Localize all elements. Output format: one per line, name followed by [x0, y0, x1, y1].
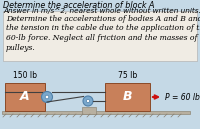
- Text: Determine the accelerations of bodies A and B and: Determine the accelerations of bodies A …: [6, 15, 200, 23]
- Text: the tension in the cable due to the application of the: the tension in the cable due to the appl…: [6, 25, 200, 33]
- Bar: [82, 107, 96, 114]
- Circle shape: [86, 99, 90, 103]
- Text: pulleys.: pulleys.: [6, 43, 36, 51]
- Circle shape: [45, 95, 49, 99]
- Circle shape: [42, 91, 52, 103]
- Text: Determine the acceleration of block A: Determine the acceleration of block A: [3, 1, 154, 10]
- Bar: [5, 83, 45, 111]
- Text: 150 lb: 150 lb: [13, 71, 37, 80]
- Circle shape: [83, 96, 93, 106]
- Text: B: B: [123, 91, 132, 103]
- FancyBboxPatch shape: [3, 11, 197, 61]
- Text: Answer in m/s^2, nearest whole without written units.: Answer in m/s^2, nearest whole without w…: [3, 8, 200, 14]
- Text: P = 60 lb: P = 60 lb: [165, 92, 200, 102]
- Text: 75 lb: 75 lb: [118, 71, 137, 80]
- Bar: [105, 83, 150, 111]
- Text: 60-lb force. Neglect all friction and the masses of the: 60-lb force. Neglect all friction and th…: [6, 34, 200, 42]
- Text: A: A: [20, 91, 30, 103]
- Bar: [2, 111, 190, 114]
